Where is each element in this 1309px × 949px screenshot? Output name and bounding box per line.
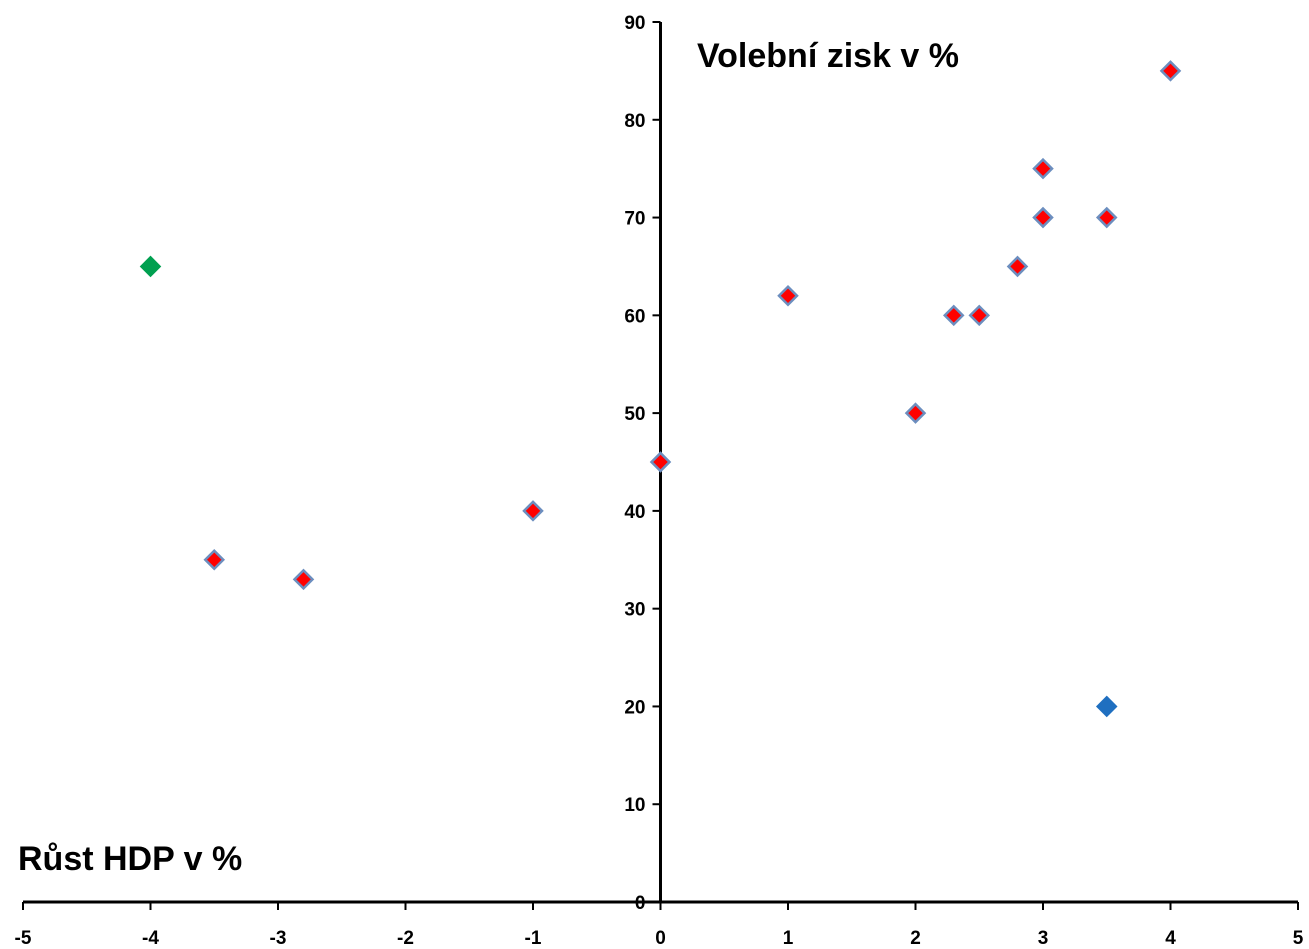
x-tick-label: 4 bbox=[1165, 928, 1176, 949]
data-point bbox=[1032, 157, 1054, 180]
y-tick-label: 40 bbox=[624, 502, 645, 523]
y-tick-label: 60 bbox=[624, 306, 645, 327]
x-tick-label: -3 bbox=[270, 928, 287, 949]
x-tick-label: -2 bbox=[397, 928, 414, 949]
y-tick-label: 80 bbox=[624, 111, 645, 132]
data-point bbox=[292, 568, 315, 591]
x-tick-label: -5 bbox=[15, 928, 32, 949]
data-point bbox=[942, 304, 965, 327]
y-tick-label: 20 bbox=[624, 697, 645, 718]
data-point bbox=[968, 304, 991, 327]
x-tick-label: 3 bbox=[1038, 928, 1049, 949]
x-tick-label: 0 bbox=[655, 928, 666, 949]
data-point bbox=[777, 285, 799, 307]
data-point bbox=[1159, 60, 1182, 82]
data-point bbox=[1006, 255, 1029, 278]
x-tick-label: -1 bbox=[525, 928, 542, 949]
y-tick-label: 0 bbox=[635, 893, 646, 914]
y-tick-label: 50 bbox=[624, 404, 645, 425]
x-tick-label: -4 bbox=[142, 928, 159, 949]
data-point bbox=[649, 451, 672, 473]
x-axis-title: Růst HDP v % bbox=[18, 840, 242, 878]
x-tick-label: 5 bbox=[1293, 928, 1304, 949]
data-point bbox=[139, 255, 162, 278]
data-points bbox=[139, 60, 1182, 718]
y-tick-label: 10 bbox=[624, 795, 645, 816]
data-point bbox=[522, 500, 544, 522]
data-point bbox=[904, 402, 927, 424]
y-tick-label: 30 bbox=[624, 600, 645, 621]
x-tick-label: 2 bbox=[910, 928, 921, 949]
data-point bbox=[1095, 695, 1118, 718]
data-point bbox=[203, 549, 226, 571]
y-tick-label: 90 bbox=[624, 13, 645, 34]
y-axis-title: Volební zisk v % bbox=[697, 37, 959, 75]
x-tick-label: 1 bbox=[783, 928, 794, 949]
data-point bbox=[1032, 206, 1054, 229]
y-tick-label: 70 bbox=[624, 209, 645, 230]
data-point bbox=[1095, 206, 1118, 229]
